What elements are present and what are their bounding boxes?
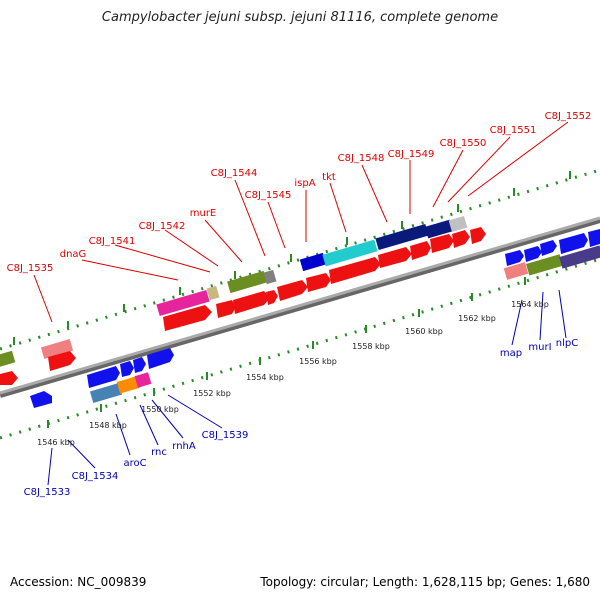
gene-label: rnhA: [172, 441, 196, 452]
gene-label: map: [500, 348, 522, 359]
upper-gene-row-outer: [40, 215, 468, 359]
gene-label: C8J_1549: [388, 149, 435, 160]
gene-dnag: [156, 289, 210, 317]
gene-c8j-1542: [227, 270, 267, 294]
gene-label: dnaG: [60, 249, 87, 260]
gene-label: C8J_1542: [139, 221, 186, 232]
gene-ispa: [375, 223, 429, 251]
gene-label: tkt: [322, 172, 336, 183]
accession-text: Accession: NC_009839: [10, 575, 147, 589]
tick-label: 1558 kbp: [352, 342, 390, 351]
gene-label: murE: [190, 208, 217, 219]
scale-tick-labels: 1546 kbp 1548 kbp 1550 kbp 1552 kbp 1554…: [37, 300, 549, 447]
genome-backbone: [0, 216, 600, 395]
inner-tick-track: [0, 257, 600, 440]
upper-major-ticks: [13, 171, 571, 345]
lower-major-ticks: [47, 277, 526, 428]
gene-left-green: [0, 350, 16, 368]
upper-gene-row-inner: [0, 227, 486, 385]
gene-c8j-1541: [206, 285, 220, 301]
tick-label: 1554 kbp: [246, 373, 284, 382]
lower-leader-lines: [47, 289, 567, 486]
gene-label: C8J_1535: [7, 263, 54, 274]
tick-label: 1560 kbp: [405, 327, 443, 336]
genome-stats-text: Topology: circular; Length: 1,628,115 bp…: [260, 575, 590, 589]
tick-label: 1556 kbp: [299, 357, 337, 366]
gene-label: murI: [528, 342, 551, 353]
gene-label: C8J_1541: [89, 236, 136, 247]
lower-gene-labels: C8J_1533 C8J_1534 aroC rnc rnhA C8J_1539…: [24, 338, 579, 498]
tick-label: 1548 kbp: [89, 421, 127, 430]
gene-label: ispA: [294, 178, 315, 189]
gene-label: nlpC: [556, 338, 578, 349]
upper-leader-lines: [33, 121, 569, 323]
page-title: Campylobacter jejuni subsp. jejuni 81116…: [101, 10, 499, 25]
gene-label: C8J_1534: [72, 471, 119, 482]
gene-label: rnc: [151, 447, 167, 458]
tick-label: 1564 kbp: [511, 300, 549, 309]
gene-c8j-1544: [299, 252, 327, 272]
outer-tick-track: [0, 168, 600, 351]
gene-label: aroC: [123, 458, 146, 469]
gene-label: C8J_1533: [24, 487, 71, 498]
gene-label: C8J_1548: [338, 153, 385, 164]
gene-label: C8J_1550: [440, 138, 487, 149]
gene-label: C8J_1539: [202, 430, 249, 441]
gene-label: C8J_1544: [211, 168, 258, 179]
tick-label: 1550 kbp: [141, 405, 179, 414]
gene-label: C8J_1545: [245, 190, 292, 201]
gene-mure: [263, 269, 277, 285]
gene-c8j-1548: [448, 215, 468, 233]
gene-label: C8J_1552: [545, 111, 592, 122]
tick-label: 1546 kbp: [37, 438, 75, 447]
tick-label: 1552 kbp: [193, 389, 231, 398]
upper-gene-labels: C8J_1535 dnaG C8J_1541 C8J_1542 murE C8J…: [7, 111, 592, 274]
tick-label: 1562 kbp: [458, 314, 496, 323]
gene-c8j-1545: [322, 239, 378, 267]
right-gene-cluster: [503, 229, 600, 280]
genome-backbone-shadow: [0, 217, 600, 398]
gene-c8j-1535: [40, 339, 74, 359]
gene-tkt: [424, 219, 454, 239]
lower-gene-row: [30, 348, 174, 408]
gene-label: C8J_1551: [490, 125, 537, 136]
